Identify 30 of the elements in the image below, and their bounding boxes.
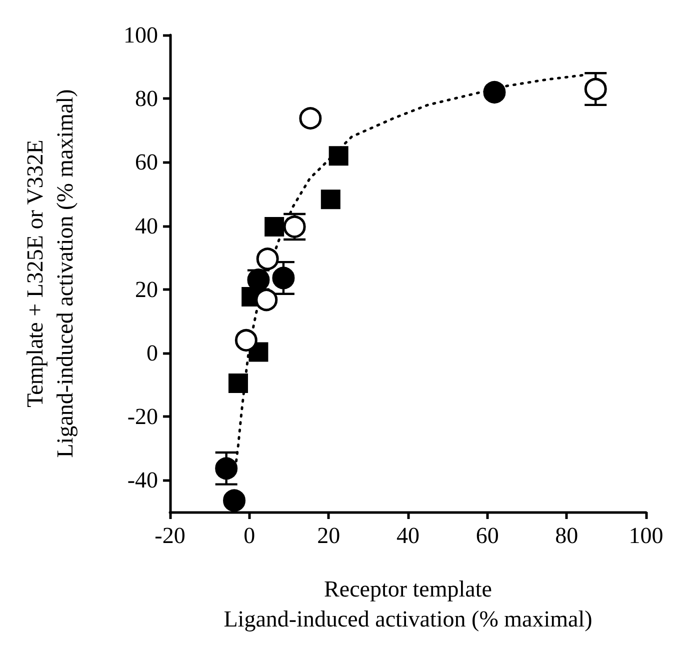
x-tick-label: 100: [628, 523, 664, 548]
y-tick-label: 60: [135, 150, 158, 175]
point: [320, 190, 340, 210]
point: [272, 266, 295, 290]
point: [584, 78, 607, 100]
point: [223, 489, 246, 512]
x-tick-label: 60: [476, 523, 499, 548]
point: [255, 288, 278, 312]
point: [215, 457, 238, 480]
point: [264, 217, 284, 237]
point: [256, 248, 279, 270]
point: [328, 146, 348, 166]
x-tick-label: 80: [555, 523, 578, 548]
point: [483, 80, 506, 104]
y-tick-label: -40: [127, 468, 158, 493]
x-tick-label: 0: [244, 523, 256, 548]
x-axis-title: Receptor template Ligand-induced activation (% maximal): [224, 576, 592, 632]
point: [234, 329, 258, 352]
y-tick-label: 40: [135, 213, 158, 238]
y-tick-label: 20: [135, 276, 158, 302]
x-tick-label: 40: [396, 523, 420, 548]
x-tick-label: 20: [317, 523, 340, 548]
y-tick-label: 0: [146, 340, 158, 366]
y-tick-label: -20: [127, 404, 158, 430]
y-axis-title: Template + L325E or V332E Ligand-induced activation (% maximal): [22, 89, 78, 458]
x-tick-label: -20: [154, 523, 186, 548]
point: [228, 373, 248, 393]
y-tick-label: 100: [124, 22, 158, 48]
y-tick-label: 80: [135, 86, 158, 112]
point: [299, 107, 322, 130]
